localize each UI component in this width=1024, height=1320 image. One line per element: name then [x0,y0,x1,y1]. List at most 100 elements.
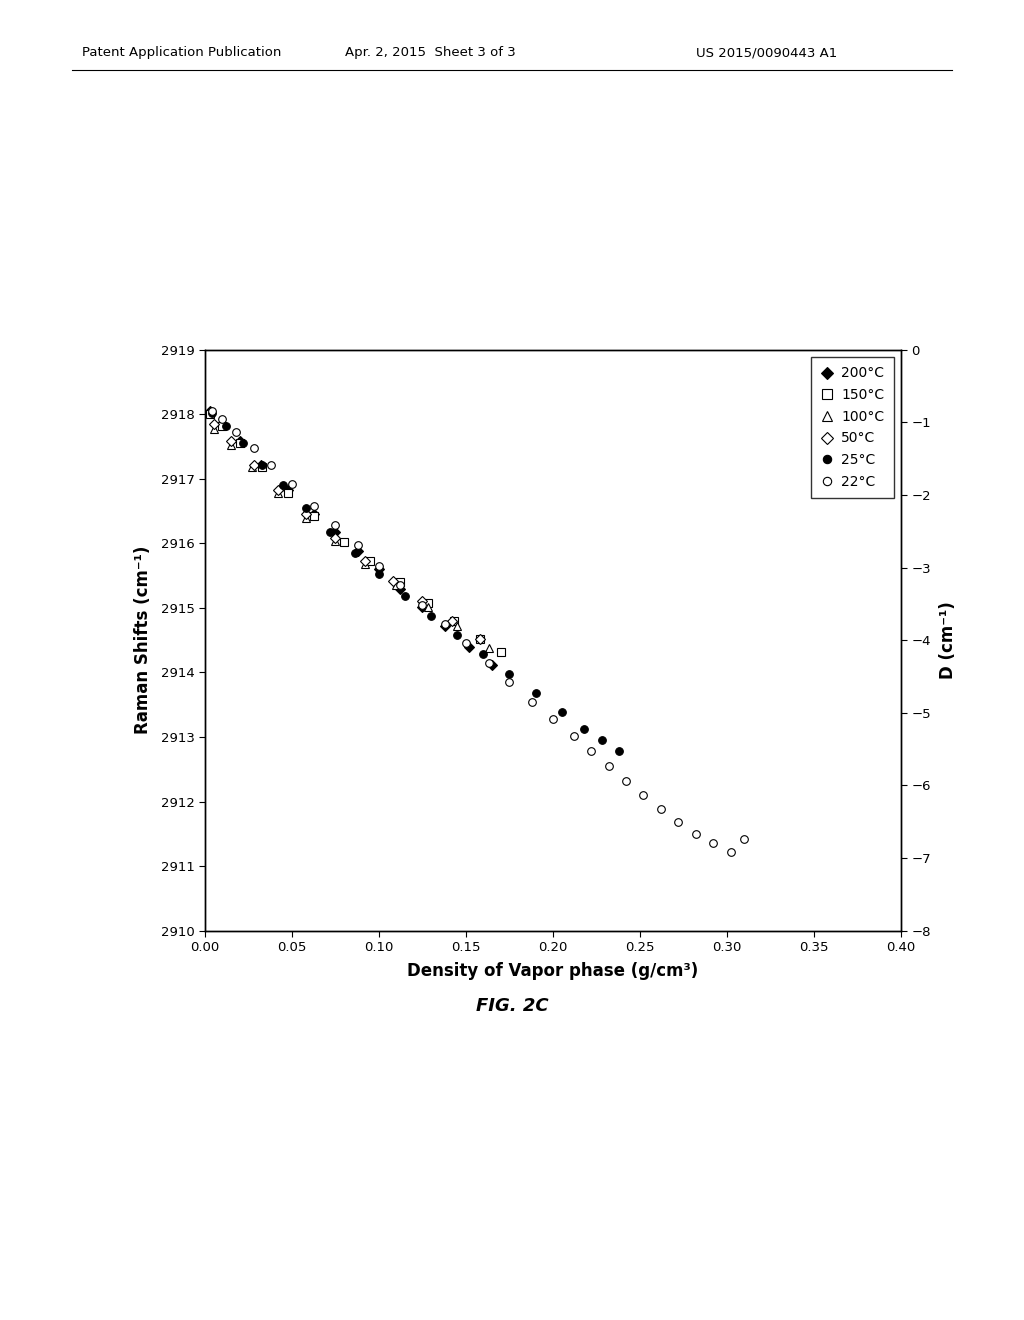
150°C [474,631,486,647]
Text: Apr. 2, 2015  Sheet 3 of 3: Apr. 2, 2015 Sheet 3 of 3 [345,46,515,59]
25°C [256,457,268,473]
100°C [271,486,284,502]
25°C [477,647,489,663]
50°C [358,553,371,569]
Line: 22°C: 22°C [208,408,749,855]
150°C [495,644,507,660]
25°C [596,733,608,748]
Line: 25°C: 25°C [208,409,623,755]
22°C [654,801,667,817]
200°C [308,507,321,523]
Y-axis label: D (cm⁻¹): D (cm⁻¹) [939,602,957,678]
25°C [348,545,360,561]
50°C [445,612,458,628]
200°C [233,433,246,449]
Line: 100°C: 100°C [209,424,493,652]
100°C [451,618,463,634]
22°C [672,814,684,830]
22°C [439,616,452,632]
22°C [460,635,472,651]
200°C [463,639,475,655]
22°C [526,693,539,709]
25°C [324,524,336,540]
200°C [254,457,266,473]
100°C [300,510,312,525]
22°C [738,832,751,847]
50°C [271,483,284,499]
100°C [422,599,434,615]
22°C [567,727,580,743]
50°C [474,631,486,647]
Legend: 200°C, 150°C, 100°C, 50°C, 25°C, 22°C: 200°C, 150°C, 100°C, 50°C, 25°C, 22°C [811,356,894,499]
22°C [547,711,559,727]
50°C [300,507,312,523]
22°C [585,743,597,759]
25°C [503,665,515,681]
25°C [206,405,218,421]
25°C [219,418,231,434]
Line: 150°C: 150°C [206,411,505,656]
200°C [352,544,365,560]
50°C [387,573,399,589]
200°C [204,403,216,418]
100°C [225,437,238,453]
150°C [338,535,350,550]
Text: Patent Application Publication: Patent Application Publication [82,46,282,59]
25°C [276,478,289,494]
150°C [216,418,228,434]
50°C [416,594,428,610]
150°C [233,436,246,451]
22°C [482,655,495,671]
200°C [485,657,498,673]
200°C [416,599,428,615]
22°C [373,558,385,574]
50°C [330,531,342,546]
22°C [637,787,649,803]
100°C [246,459,258,475]
25°C [451,627,463,643]
50°C [248,457,260,473]
22°C [216,412,228,428]
Text: US 2015/0090443 A1: US 2015/0090443 A1 [696,46,838,59]
150°C [204,407,216,422]
100°C [358,556,371,572]
22°C [393,577,406,593]
22°C [724,843,736,859]
Text: FIG. 2C: FIG. 2C [476,997,548,1015]
25°C [425,607,437,623]
22°C [206,403,218,418]
25°C [579,721,591,737]
25°C [398,589,411,605]
50°C [225,433,238,449]
Line: 50°C: 50°C [210,420,483,643]
150°C [422,595,434,611]
22°C [230,425,243,441]
22°C [308,498,321,513]
22°C [416,597,428,612]
22°C [265,457,278,473]
150°C [393,574,406,590]
200°C [283,483,295,499]
50°C [207,416,220,432]
200°C [439,618,452,634]
200°C [373,561,385,577]
100°C [482,640,495,656]
25°C [237,436,249,451]
22°C [707,836,719,851]
22°C [352,537,365,553]
150°C [283,486,295,502]
25°C [613,743,626,759]
25°C [300,500,312,516]
22°C [620,774,632,789]
22°C [689,826,701,842]
25°C [373,566,385,582]
25°C [555,705,567,721]
200°C [216,416,228,432]
100°C [330,533,342,549]
150°C [365,553,377,569]
100°C [390,577,402,593]
150°C [256,459,268,475]
200°C [330,524,342,540]
22°C [503,675,515,690]
22°C [248,440,260,455]
